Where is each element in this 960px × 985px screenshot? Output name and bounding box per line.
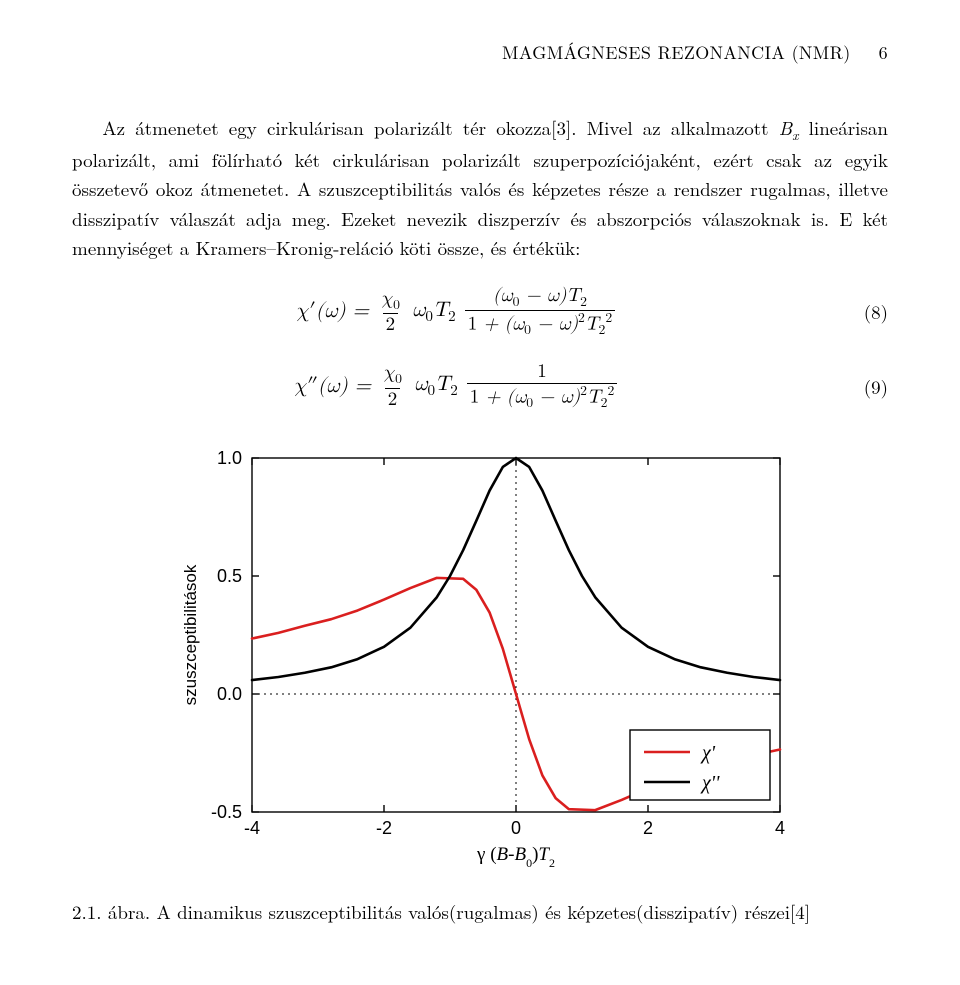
svg-text:1.0: 1.0: [217, 448, 242, 468]
svg-text:0.0: 0.0: [217, 684, 242, 704]
equation-8: χ′(ω) = χ0 2 ω0T2 (ω0 − ω)T2 1 + (ω0 − ω…: [72, 285, 888, 339]
equation-9-number: (9): [854, 373, 888, 400]
svg-text:γ (B-B0)T2: γ (B-B0)T2: [476, 844, 555, 870]
figure-caption: 2.1. ábra. A dinamikus szuszceptibilitás…: [72, 898, 888, 927]
equation-9: χ″(ω) = χ0 2 ω0T2 1 1 + (ω0 − ω)2T22 (9): [72, 361, 888, 412]
equation-9-body: χ″(ω) = χ0 2 ω0T2 1 1 + (ω0 − ω)2T22: [294, 361, 621, 412]
running-head: MAGMÁGNESES REZONANCIA (NMR) 6: [72, 40, 888, 65]
svg-text:-4: -4: [244, 818, 260, 838]
figure-2-1: -0.5 0.0 0.5 1.0 -4 -2 0 2 4 szuszceptibilitások γ…: [160, 442, 800, 872]
equation-8-number: (8): [854, 298, 888, 325]
svg-text:0: 0: [511, 818, 521, 838]
svg-text:0.5: 0.5: [217, 566, 242, 586]
page-number: 6: [879, 40, 888, 65]
svg-text:χ': χ': [700, 742, 716, 764]
paragraph-1: Az átmenetet egy cirkulárisan polarizált…: [72, 113, 888, 263]
equation-8-body: χ′(ω) = χ0 2 ω0T2 (ω0 − ω)T2 1 + (ω0 − ω…: [296, 285, 618, 339]
svg-text:-0.5: -0.5: [211, 802, 242, 822]
svg-text:szuszceptibilitások: szuszceptibilitások: [181, 564, 200, 705]
susceptibility-chart: -0.5 0.0 0.5 1.0 -4 -2 0 2 4 szuszceptibilitások γ…: [160, 442, 800, 872]
svg-text:4: 4: [775, 818, 785, 838]
svg-text:2: 2: [643, 818, 653, 838]
running-title: MAGMÁGNESES REZONANCIA (NMR): [72, 40, 851, 65]
svg-text:χ'': χ'': [700, 772, 720, 794]
page: MAGMÁGNESES REZONANCIA (NMR) 6 Az átmene…: [0, 0, 960, 985]
svg-text:-2: -2: [376, 818, 392, 838]
